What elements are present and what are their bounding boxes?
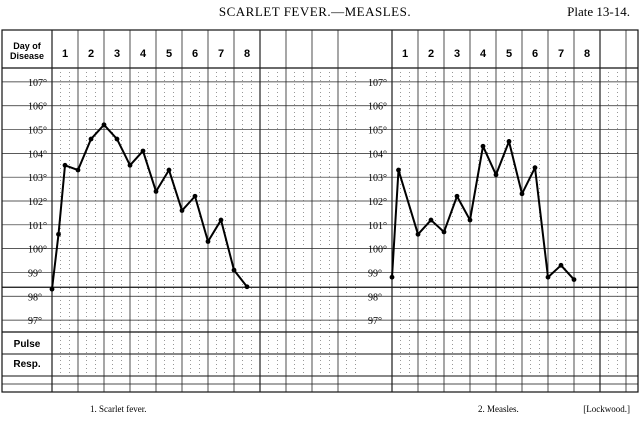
- temperature-tick-label: 97°: [28, 316, 42, 327]
- temperature-series-line: [51, 123, 248, 290]
- pulse-row-label: Pulse: [14, 339, 41, 350]
- day-number-label: 6: [532, 48, 538, 60]
- caption-measles: 2. Measles.: [478, 404, 519, 414]
- day-number-label: 7: [218, 48, 224, 60]
- temperature-tick-label: 100°: [28, 245, 47, 256]
- temperature-tick-label: 99°: [28, 268, 42, 279]
- day-of-label: Day of: [13, 41, 42, 51]
- temperature-tick-label: 102°: [368, 197, 387, 208]
- temperature-series-line: [391, 140, 575, 281]
- temperature-tick-label: 106°: [28, 102, 47, 113]
- temperature-tick-label: 98°: [28, 292, 42, 303]
- temperature-data-point: [428, 217, 434, 223]
- temperature-data-point: [441, 229, 447, 235]
- day-number-label: 1: [62, 48, 68, 60]
- temperature-data-point: [62, 162, 68, 168]
- day-number-label: 5: [506, 48, 512, 60]
- temperature-tick-label: 101°: [28, 221, 47, 232]
- chart-frame: [1, 29, 639, 393]
- temperature-tick-label: 103°: [28, 173, 47, 184]
- temperature-data-point: [205, 239, 211, 244]
- temperature-data-point: [396, 167, 401, 173]
- day-number-label: 4: [480, 48, 487, 60]
- temperature-data-point: [140, 148, 146, 154]
- temperature-data-point: [56, 231, 61, 237]
- disease-label: Disease: [10, 51, 44, 61]
- temperature-data-point: [49, 286, 55, 292]
- temperature-tick-label: 99°: [368, 268, 382, 279]
- temperature-data-point: [467, 217, 473, 223]
- temperature-data-point: [88, 136, 94, 142]
- temperature-data-point: [127, 162, 133, 168]
- temperature-data-point: [571, 277, 577, 282]
- temperature-data-point: [166, 167, 172, 173]
- temperature-data-point: [75, 167, 81, 173]
- day-number-label: 4: [140, 48, 147, 60]
- temperature-tick-label: 104°: [368, 149, 387, 160]
- temperature-data-point: [545, 274, 551, 280]
- temperature-data-point: [558, 262, 564, 268]
- temperature-tick-label: 102°: [28, 197, 47, 208]
- temperature-data-point: [244, 284, 250, 290]
- temperature-tick-label: 103°: [368, 173, 387, 184]
- temperature-tick-label: 105°: [28, 126, 47, 137]
- day-number-label: 3: [454, 48, 460, 60]
- temperature-data-point: [101, 122, 107, 128]
- temperature-data-point: [218, 217, 224, 223]
- day-number-label: 1: [402, 48, 408, 60]
- temperature-tick-label: 98°: [368, 292, 382, 303]
- plate-number: Plate 13-14.: [567, 4, 630, 19]
- temperature-tick-label: 104°: [28, 149, 47, 160]
- temperature-data-point: [480, 143, 486, 149]
- temperature-data-point: [532, 165, 538, 171]
- temperature-data-point: [493, 172, 499, 178]
- day-number-label: 3: [114, 48, 120, 60]
- temperature-tick-label: 106°: [368, 102, 387, 113]
- day-number-label: 8: [584, 48, 590, 60]
- day-number-label: 8: [244, 48, 250, 60]
- day-number-label: 6: [192, 48, 198, 60]
- temperature-data-point: [415, 231, 421, 237]
- temperature-data-point: [231, 267, 237, 273]
- resp-row-label: Resp.: [13, 359, 40, 370]
- temperature-data-point: [153, 189, 159, 194]
- temperature-tick-label: 105°: [368, 126, 387, 137]
- caption-scarlet-fever: 1. Scarlet fever.: [90, 404, 146, 414]
- temperature-tick-label: 97°: [368, 316, 382, 327]
- temperature-tick-label: 100°: [368, 245, 387, 256]
- temperature-data-point: [179, 208, 185, 213]
- temperature-data-point: [506, 139, 512, 144]
- temperature-data-point: [454, 193, 460, 199]
- day-number-label: 5: [166, 48, 172, 60]
- temperature-data-point: [519, 191, 525, 197]
- temperature-data-point: [389, 274, 395, 280]
- temperature-tick-label: 107°: [368, 78, 387, 89]
- day-number-label: 2: [88, 48, 94, 60]
- chart-plots: [49, 122, 577, 292]
- temperature-data-point: [192, 193, 198, 199]
- day-number-label: 7: [558, 48, 564, 60]
- day-number-label: 2: [428, 48, 434, 60]
- temperature-data-point: [114, 136, 120, 142]
- temperature-tick-label: 107°: [28, 78, 47, 89]
- temperature-tick-label: 101°: [368, 221, 387, 232]
- page-title: SCARLET FEVER.—MEASLES.: [219, 4, 411, 19]
- chart-grid: 1 2 3 4 5 6 7 8 107° 106° 105° 104° 103° 102° 101° 100°…: [1, 29, 639, 393]
- caption-credit: [Lockwood.]: [583, 404, 630, 414]
